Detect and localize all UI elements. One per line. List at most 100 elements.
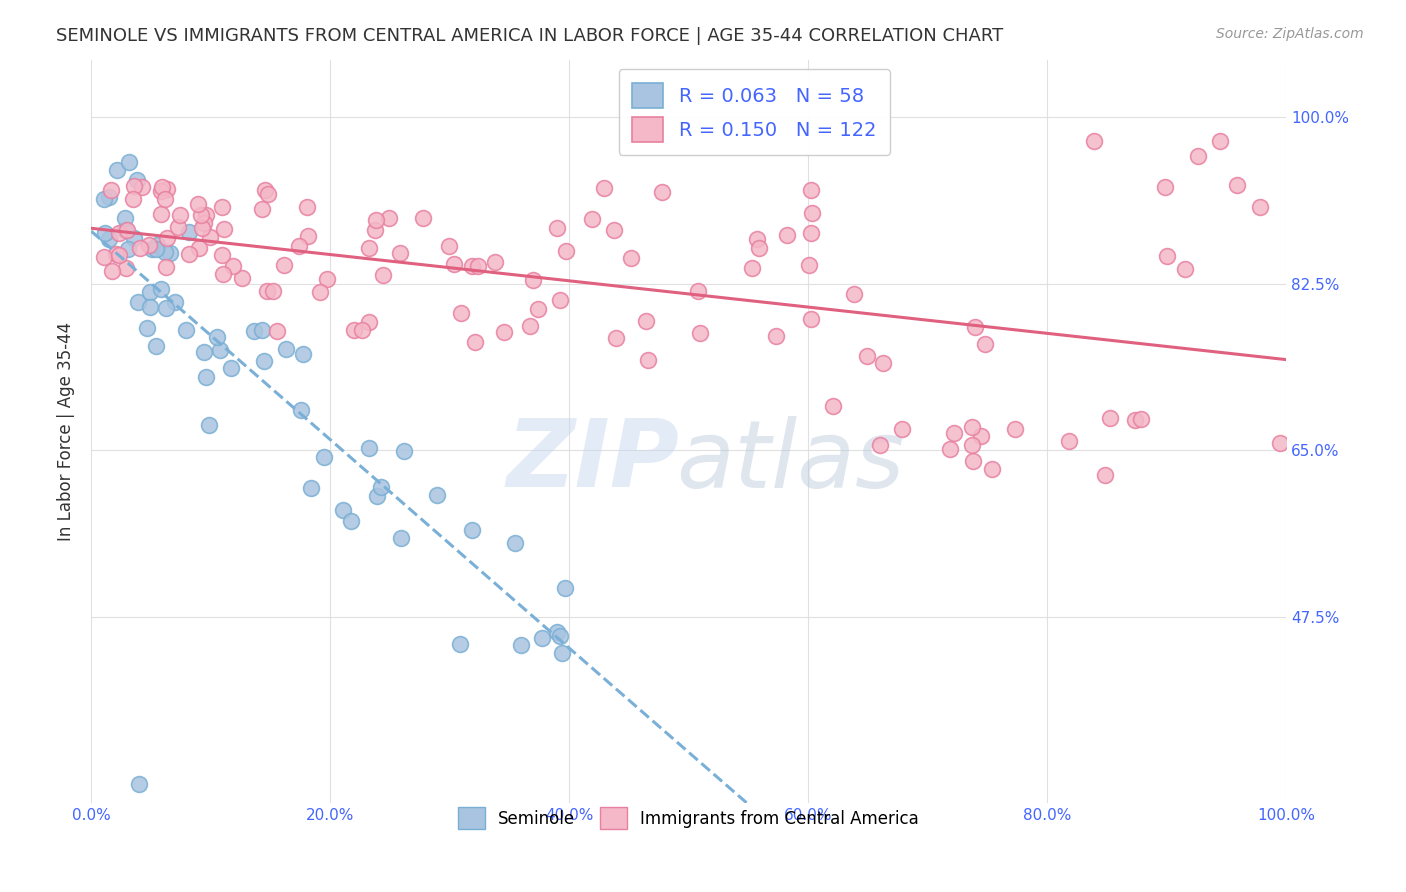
Point <box>136 320 159 334</box>
Point <box>253 183 276 197</box>
Point <box>352 323 374 337</box>
Point <box>1187 149 1209 163</box>
Point <box>370 480 392 494</box>
Point <box>193 345 215 359</box>
Point <box>855 350 877 364</box>
Point <box>117 242 139 256</box>
Point <box>821 399 844 413</box>
Point <box>637 353 659 368</box>
Point <box>776 228 799 243</box>
Point <box>963 319 986 334</box>
Point <box>797 258 820 272</box>
Point <box>299 481 322 495</box>
Point <box>193 216 215 230</box>
Point <box>634 314 657 328</box>
Point <box>177 225 200 239</box>
Point <box>114 211 136 226</box>
Point <box>243 324 266 338</box>
Point <box>266 324 288 338</box>
Point <box>689 326 711 341</box>
Point <box>211 267 233 281</box>
Point <box>94 226 117 240</box>
Point <box>389 246 412 260</box>
Point <box>214 221 236 235</box>
Point <box>167 220 190 235</box>
Point <box>146 238 169 252</box>
Point <box>503 536 526 550</box>
Point <box>149 282 172 296</box>
Point <box>262 284 284 298</box>
Point <box>548 293 571 307</box>
Point <box>960 437 983 451</box>
Point <box>114 223 136 237</box>
Point <box>97 189 120 203</box>
Point <box>1156 248 1178 262</box>
Point <box>145 242 167 256</box>
Point <box>551 646 574 660</box>
Point <box>741 261 763 276</box>
Point <box>309 285 332 300</box>
Point <box>366 489 388 503</box>
Point <box>155 260 177 275</box>
Point <box>437 238 460 252</box>
Point <box>194 208 217 222</box>
Point <box>93 251 115 265</box>
Point <box>1174 261 1197 276</box>
Point <box>169 208 191 222</box>
Point <box>377 211 399 226</box>
Point <box>209 343 232 358</box>
Point <box>138 238 160 252</box>
Point <box>273 258 295 272</box>
Point <box>312 450 335 465</box>
Point <box>288 239 311 253</box>
Point <box>291 347 314 361</box>
Point <box>1094 467 1116 482</box>
Point <box>522 273 544 287</box>
Point <box>581 211 603 226</box>
Point <box>1268 436 1291 450</box>
Text: Source: ZipAtlas.com: Source: ZipAtlas.com <box>1216 27 1364 41</box>
Point <box>340 514 363 528</box>
Point <box>100 183 122 197</box>
Point <box>1123 413 1146 427</box>
Point <box>554 581 576 595</box>
Point <box>155 301 177 315</box>
Point <box>165 294 187 309</box>
Point <box>174 323 197 337</box>
Point <box>316 271 339 285</box>
Point <box>128 241 150 255</box>
Point <box>297 229 319 244</box>
Point <box>153 244 176 259</box>
Point <box>156 181 179 195</box>
Point <box>546 625 568 640</box>
Point <box>357 241 380 255</box>
Point <box>373 268 395 282</box>
Point <box>460 259 482 273</box>
Point <box>97 232 120 246</box>
Point <box>118 154 141 169</box>
Point <box>605 331 627 345</box>
Point <box>651 185 673 199</box>
Point <box>426 488 449 502</box>
Point <box>464 334 486 349</box>
Point <box>1004 422 1026 436</box>
Point <box>449 637 471 651</box>
Point <box>359 441 381 455</box>
Point <box>1226 178 1249 192</box>
Point <box>467 260 489 274</box>
Point <box>943 426 966 441</box>
Point <box>149 207 172 221</box>
Point <box>145 339 167 353</box>
Point <box>253 354 276 368</box>
Point <box>290 403 312 417</box>
Point <box>100 263 122 277</box>
Point <box>105 247 128 261</box>
Point <box>962 454 984 468</box>
Point <box>364 223 387 237</box>
Point <box>1249 200 1271 214</box>
Point <box>1129 412 1152 426</box>
Point <box>548 629 571 643</box>
Point <box>593 180 616 194</box>
Point <box>450 305 472 319</box>
Point <box>1059 434 1081 448</box>
